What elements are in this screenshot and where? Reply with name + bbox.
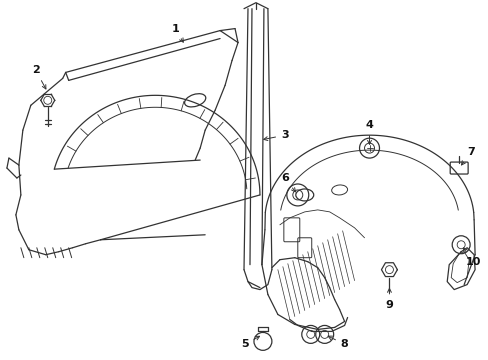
Text: 3: 3	[263, 130, 288, 140]
Text: 9: 9	[385, 288, 392, 310]
Text: 6: 6	[280, 173, 295, 192]
Text: 10: 10	[463, 248, 480, 267]
Text: 4: 4	[365, 120, 373, 144]
Text: 7: 7	[461, 147, 474, 165]
Text: 2: 2	[32, 66, 46, 89]
Text: 5: 5	[241, 336, 259, 349]
Text: 8: 8	[327, 336, 348, 349]
Text: 1: 1	[171, 24, 183, 42]
